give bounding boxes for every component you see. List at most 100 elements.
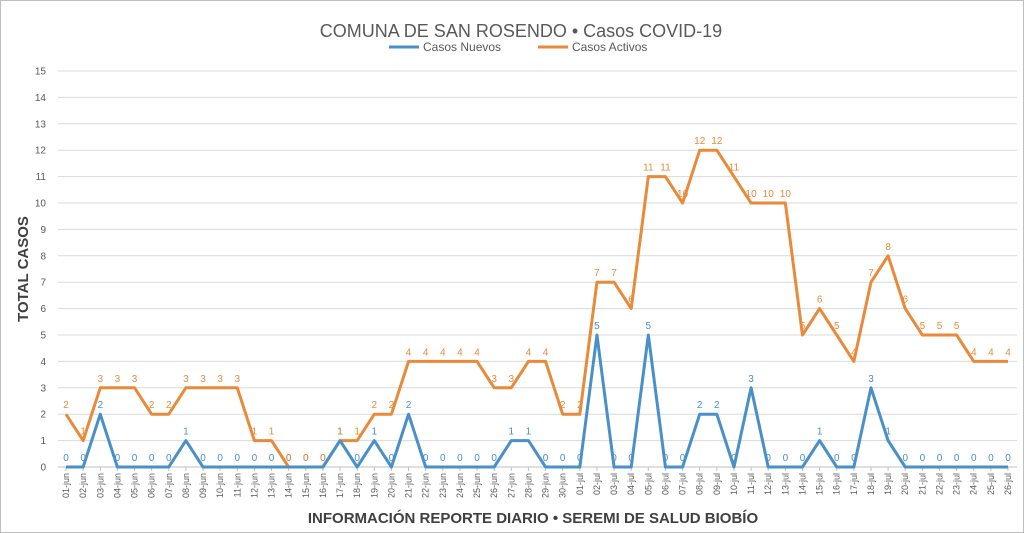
x-tick-label: 02-jul xyxy=(592,473,602,495)
data-label-casos-nuevos: 0 xyxy=(560,453,566,464)
x-tick-label: 23-jul xyxy=(952,473,962,495)
plot-area xyxy=(58,71,1017,467)
data-label-casos-activos: 3 xyxy=(97,374,103,385)
data-label-casos-activos: 1 xyxy=(269,427,275,438)
x-tick-label: 11-jun xyxy=(232,473,242,497)
x-tick-label: 08-jul xyxy=(695,473,705,495)
data-label-casos-nuevos: 0 xyxy=(474,453,480,464)
data-label-casos-activos: 12 xyxy=(711,136,723,147)
data-label-casos-nuevos: 0 xyxy=(971,453,977,464)
data-label-casos-activos: 2 xyxy=(63,400,69,411)
data-label-casos-activos: 4 xyxy=(851,347,857,358)
x-tick-label: 24-jul xyxy=(969,473,979,495)
x-tick-label: 30-jun xyxy=(558,473,568,498)
data-label-casos-nuevos: 0 xyxy=(440,453,446,464)
x-tick-label: 09-jun xyxy=(198,473,208,498)
x-tick-label: 05-jul xyxy=(643,473,653,495)
y-tick-label: 9 xyxy=(40,225,46,236)
data-label-casos-activos: 3 xyxy=(234,374,240,385)
data-label-casos-nuevos: 0 xyxy=(902,453,908,464)
legend: Casos Nuevos Casos Activos xyxy=(389,40,647,54)
data-label-casos-nuevos: 0 xyxy=(252,453,258,464)
y-tick-label: 12 xyxy=(35,146,47,157)
plot-background xyxy=(58,71,1017,467)
legend-label-casos-nuevos: Casos Nuevos xyxy=(423,40,501,54)
data-label-casos-activos: 5 xyxy=(954,321,960,332)
data-label-casos-activos: 0 xyxy=(320,453,326,464)
y-tick-label: 0 xyxy=(40,463,46,474)
y-tick-label: 14 xyxy=(35,93,47,104)
data-label-casos-nuevos: 0 xyxy=(765,453,771,464)
x-tick-label: 18-jul xyxy=(866,473,876,495)
x-tick-label: 14-jul xyxy=(797,473,807,495)
data-label-casos-activos: 5 xyxy=(834,321,840,332)
data-label-casos-nuevos: 0 xyxy=(491,453,497,464)
data-label-casos-nuevos: 2 xyxy=(714,400,720,411)
x-tick-label: 05-jun xyxy=(130,473,140,498)
data-label-casos-nuevos: 3 xyxy=(868,374,874,385)
data-label-casos-nuevos: 0 xyxy=(166,453,172,464)
x-tick-label: 15-jul xyxy=(815,473,825,495)
data-label-casos-nuevos: 1 xyxy=(183,427,189,438)
x-tick-label: 07-jun xyxy=(164,473,174,498)
data-label-casos-nuevos: 0 xyxy=(354,453,360,464)
x-tick-label: 17-jun xyxy=(335,473,345,498)
data-label-casos-activos: 1 xyxy=(80,427,86,438)
data-label-casos-activos: 2 xyxy=(577,400,583,411)
data-label-casos-nuevos: 1 xyxy=(509,427,515,438)
data-label-casos-activos: 10 xyxy=(746,189,758,200)
x-tick-label: 19-jul xyxy=(883,473,893,495)
data-label-casos-nuevos: 0 xyxy=(234,453,240,464)
data-label-casos-activos: 2 xyxy=(149,400,155,411)
data-label-casos-nuevos: 0 xyxy=(680,453,686,464)
data-label-casos-nuevos: 0 xyxy=(63,453,69,464)
x-tick-label: 03-jul xyxy=(609,473,619,495)
x-tick-label: 08-jun xyxy=(181,473,191,498)
data-label-casos-nuevos: 0 xyxy=(628,453,634,464)
data-label-casos-nuevos: 1 xyxy=(526,427,532,438)
y-axis-label: TOTAL CASOS xyxy=(15,216,32,322)
data-label-casos-nuevos: 0 xyxy=(611,453,617,464)
data-label-casos-nuevos: 0 xyxy=(851,453,857,464)
x-tick-label: 10-jun xyxy=(215,473,225,498)
data-label-casos-nuevos: 0 xyxy=(217,453,223,464)
data-label-casos-activos: 1 xyxy=(354,427,360,438)
data-label-casos-nuevos: 5 xyxy=(646,321,652,332)
data-label-casos-activos: 10 xyxy=(677,189,689,200)
data-label-casos-nuevos: 0 xyxy=(954,453,960,464)
x-tick-label: 28-jun xyxy=(523,473,533,498)
x-tick-label: 09-jul xyxy=(712,473,722,495)
data-label-casos-nuevos: 0 xyxy=(988,453,994,464)
data-label-casos-nuevos: 2 xyxy=(97,400,103,411)
data-label-casos-nuevos: 2 xyxy=(406,400,412,411)
data-label-casos-activos: 3 xyxy=(200,374,206,385)
data-label-casos-activos: 4 xyxy=(988,347,994,358)
data-label-casos-activos: 8 xyxy=(885,242,891,253)
data-label-casos-activos: 5 xyxy=(800,321,806,332)
data-label-casos-nuevos: 0 xyxy=(1005,453,1011,464)
x-tick-label: 04-jul xyxy=(626,473,636,495)
data-label-casos-nuevos: 0 xyxy=(663,453,669,464)
data-label-casos-activos: 6 xyxy=(902,295,908,306)
data-label-casos-activos: 3 xyxy=(217,374,223,385)
data-label-casos-activos: 7 xyxy=(611,268,617,279)
y-tick-label: 13 xyxy=(35,119,47,130)
x-tick-label: 21-jun xyxy=(404,473,414,498)
data-label-casos-activos: 7 xyxy=(594,268,600,279)
y-tick-label: 11 xyxy=(36,172,47,183)
data-label-casos-activos: 3 xyxy=(115,374,121,385)
y-tick-label: 1 xyxy=(40,436,46,447)
x-tick-label: 01-jul xyxy=(575,473,585,495)
data-label-casos-activos: 4 xyxy=(457,347,463,358)
data-label-casos-nuevos: 0 xyxy=(320,453,326,464)
data-label-casos-activos: 3 xyxy=(509,374,515,385)
data-label-casos-activos: 10 xyxy=(763,189,775,200)
y-tick-label: 5 xyxy=(40,331,46,342)
data-label-casos-nuevos: 1 xyxy=(337,427,343,438)
x-tick-label: 06-jun xyxy=(147,473,157,498)
data-label-casos-activos: 4 xyxy=(971,347,977,358)
x-tick-label: 26-jul xyxy=(1003,473,1013,495)
